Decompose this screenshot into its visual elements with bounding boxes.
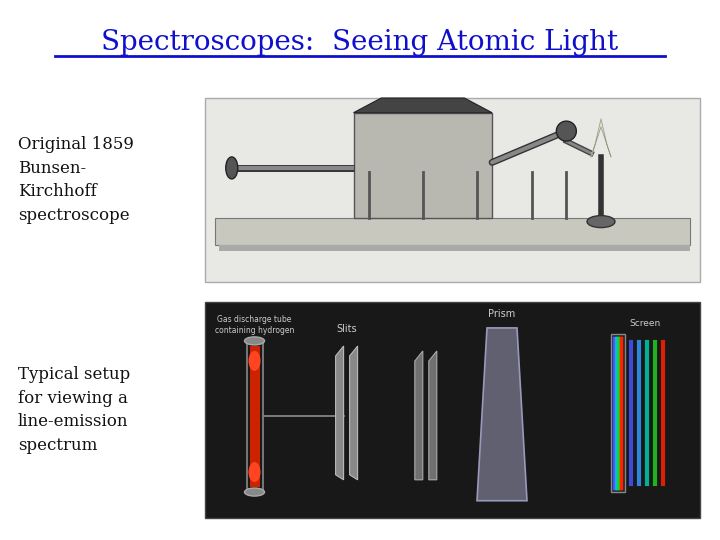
Text: Spectroscopes:  Seeing Atomic Light: Spectroscopes: Seeing Atomic Light [102, 29, 618, 56]
Ellipse shape [245, 337, 264, 345]
Bar [215, 218, 690, 245]
Polygon shape [477, 328, 527, 501]
Bar [354, 113, 492, 218]
Text: Prism: Prism [488, 309, 516, 319]
Polygon shape [350, 346, 358, 480]
Bar [205, 302, 700, 518]
Ellipse shape [248, 351, 261, 371]
Ellipse shape [226, 157, 238, 179]
Text: Gas discharge tube
containing hydrogen: Gas discharge tube containing hydrogen [215, 315, 294, 335]
Ellipse shape [587, 215, 615, 227]
Bar [219, 245, 690, 251]
Ellipse shape [248, 462, 261, 482]
Text: Typical setup
for viewing a
line-emission
spectrum: Typical setup for viewing a line-emissio… [18, 366, 130, 454]
Text: Screen: Screen [629, 319, 660, 328]
Polygon shape [415, 351, 423, 480]
Polygon shape [429, 351, 437, 480]
Polygon shape [354, 98, 492, 113]
Bar [250, 346, 259, 487]
Text: Slits: Slits [336, 325, 357, 334]
Polygon shape [336, 346, 343, 480]
Circle shape [557, 121, 576, 141]
Bar [246, 341, 263, 492]
Bar [611, 334, 625, 492]
Text: Original 1859
Bunsen-
Kirchhoff
spectroscope: Original 1859 Bunsen- Kirchhoff spectros… [18, 136, 134, 224]
Bar [205, 98, 700, 282]
Ellipse shape [245, 488, 264, 496]
Polygon shape [591, 119, 611, 157]
